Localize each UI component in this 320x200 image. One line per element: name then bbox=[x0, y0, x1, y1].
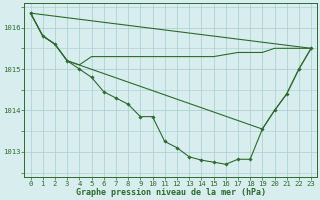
X-axis label: Graphe pression niveau de la mer (hPa): Graphe pression niveau de la mer (hPa) bbox=[76, 188, 266, 197]
